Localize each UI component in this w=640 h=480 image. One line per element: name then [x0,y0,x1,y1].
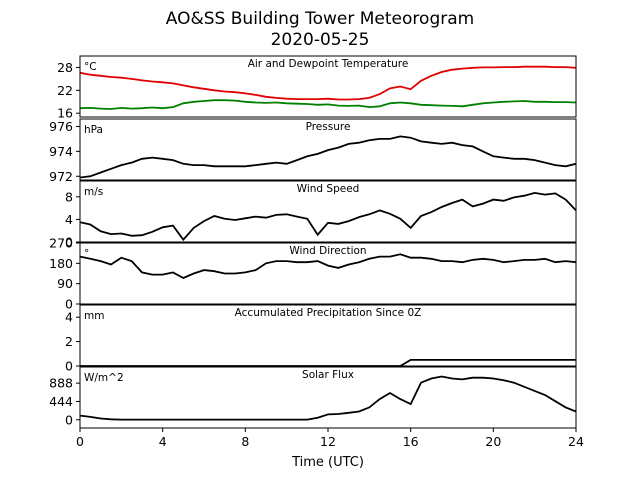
panel-4-unit-label: mm [84,310,104,322]
x-axis-label: Time (UTC) [291,455,364,470]
panel-3-title: Wind Direction [289,245,366,257]
figure-subtitle: 2020-05-25 [271,30,370,50]
xtick-label-6: 24 [568,434,584,449]
panel-4-frame [79,304,577,367]
panel-3-ytick-label-0: 0 [65,297,73,312]
xtick-label-1: 4 [159,434,167,449]
panel-3-ytick-label-3: 270 [49,236,73,251]
panel-1-title: Pressure [306,121,351,133]
panel-2-ytick-label-1: 4 [65,212,73,227]
panel-5: 0 444 888 W/m^2 Solar Flux [49,366,577,429]
panel-0: 16 22 28 °C Air and Dewpoint Temperature [57,55,577,121]
xtick-label-4: 16 [403,434,419,449]
panel-2: 0 4 8 m/s Wind Speed [65,180,577,250]
panel-3-unit-label: ° [84,248,89,260]
panel-0-ytick-label-2: 28 [57,60,73,75]
panel-0-title: Air and Dewpoint Temperature [248,58,409,70]
panel-1-ytick-label-0: 972 [49,169,73,184]
panel-4-ytick-label-1: 2 [65,334,73,349]
xtick-label-2: 8 [241,434,249,449]
panel-2-series-0-line [80,191,576,242]
panel-0-series-0-line [80,65,576,101]
panel-2-title: Wind Speed [297,183,360,195]
panel-4-title: Accumulated Precipitation Since 0Z [235,307,422,319]
panel-4-ytick-label-0: 0 [65,359,73,374]
panel-4: 0 2 4 mm Accumulated Precipitation Since 0Z [65,304,577,374]
panel-0-series-1-line [80,99,576,110]
panel-0-frame [79,55,577,118]
x-axis: 0 4 8 12 16 20 24 [76,428,584,449]
panel-1-ytick-label-2: 976 [49,119,73,134]
panel-1-ytick-label-1: 974 [49,144,73,159]
panel-2-unit-label: m/s [84,186,103,198]
panel-1-series-0-line [80,135,576,179]
panel-3-ytick-label-2: 180 [49,256,73,271]
panel-1-frame [79,118,577,181]
panel-2-frame [79,180,577,243]
panel-3-series-0-line [80,253,576,280]
panel-2-ytick-label-0: 0 [65,235,73,250]
panel-0-unit-label: °C [84,61,97,73]
panel-0-ytick-label-0: 16 [57,106,73,121]
panel-4-series-0-line [80,359,576,366]
panel-0-ytick-label-1: 22 [57,83,73,98]
panel-3: 0 90 180 270 ° Wind Direction [49,236,577,312]
panel-5-ytick-label-1: 444 [49,394,73,409]
panel-5-unit-label: W/m^2 [84,372,124,384]
panel-5-ytick-label-0: 0 [65,412,73,427]
xtick-label-0: 0 [76,434,84,449]
panel-4-ytick-label-2: 4 [65,310,73,325]
panel-3-ytick-label-1: 90 [57,276,73,291]
panel-5-ytick-label-2: 888 [49,376,73,391]
panel-2-ytick-label-2: 8 [65,189,73,204]
panel-5-series-0-line [80,375,576,421]
xtick-label-5: 20 [485,434,501,449]
panel-5-title: Solar Flux [302,369,354,381]
panel-1-unit-label: hPa [84,124,103,136]
figure-title: AO&SS Building Tower Meteorogram [166,9,474,29]
panel-3-frame [79,242,577,305]
xtick-label-3: 12 [320,434,336,449]
panel-1: 972 974 976 hPa Pressure [49,118,577,184]
